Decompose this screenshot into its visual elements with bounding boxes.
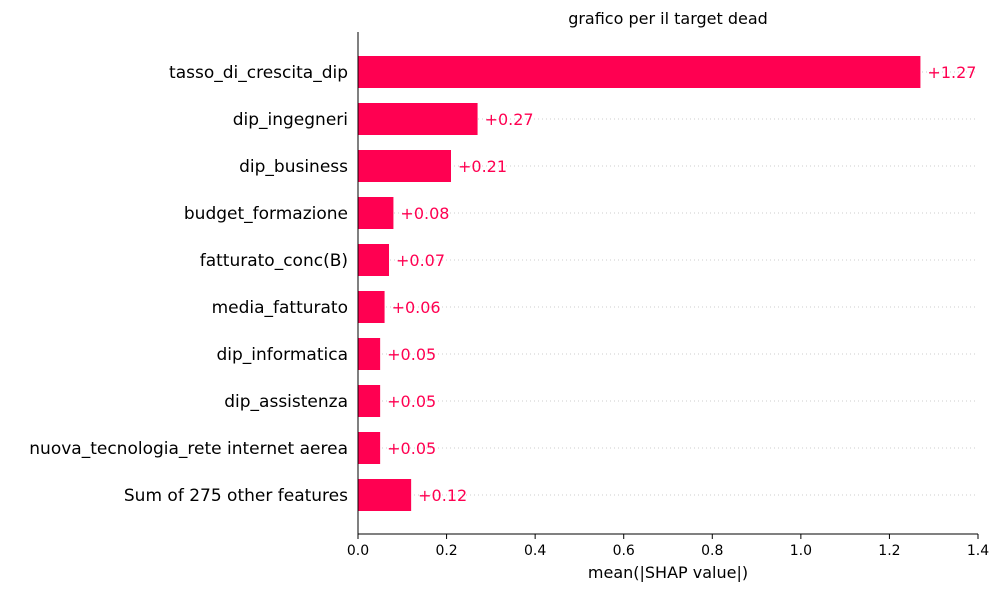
value-label: +0.05 — [387, 345, 436, 364]
value-label: +0.21 — [458, 157, 507, 176]
x-tick-label: 0.6 — [613, 543, 635, 559]
x-ticks: 0.0 0.2 0.4 0.6 0.8 1.0 1.2 1.4 — [347, 534, 989, 559]
value-label: +0.08 — [400, 204, 449, 223]
value-label: +0.07 — [396, 251, 445, 270]
x-tick-label: 1.2 — [878, 543, 900, 559]
bar — [358, 338, 381, 370]
grid-lines — [358, 71, 978, 496]
value-labels: +1.27 +0.27 +0.21 +0.08 +0.07 +0.06 +0.05 +0.05… — [387, 63, 976, 505]
x-tick-label: 1.4 — [967, 543, 989, 559]
value-label: +0.06 — [392, 298, 441, 317]
category-label: dip_ingegneri — [233, 110, 348, 130]
bar — [358, 244, 389, 276]
value-label: +0.27 — [485, 110, 534, 129]
bar — [358, 56, 921, 88]
x-axis-label: mean(|SHAP value|) — [588, 563, 748, 582]
x-tick-label: 1.0 — [790, 543, 812, 559]
x-tick-label: 0.4 — [524, 543, 546, 559]
bar — [358, 479, 412, 511]
bar — [358, 150, 451, 182]
value-label: +1.27 — [927, 63, 976, 82]
bar — [358, 197, 394, 229]
category-label: media_fatturato — [212, 298, 348, 318]
x-tick-label: 0.2 — [435, 543, 457, 559]
category-label: budget_formazione — [184, 204, 348, 224]
bar — [358, 385, 381, 417]
category-label: tasso_di_crescita_dip — [169, 63, 348, 83]
value-label: +0.05 — [387, 392, 436, 411]
bar — [358, 291, 385, 323]
bar — [358, 103, 478, 135]
x-tick-label: 0.0 — [347, 543, 369, 559]
category-label: nuova_tecnologia_rete internet aerea — [29, 439, 348, 459]
chart-title: grafico per il target dead — [568, 9, 768, 28]
category-labels: tasso_di_crescita_dip dip_ingegneri dip_bu… — [29, 63, 348, 506]
category-label: dip_assistenza — [224, 392, 348, 412]
x-tick-label: 0.8 — [701, 543, 723, 559]
category-label: dip_informatica — [216, 345, 348, 365]
category-label: fatturato_conc(B) — [200, 251, 348, 271]
bars — [358, 56, 921, 511]
value-label: +0.12 — [418, 486, 467, 505]
value-label: +0.05 — [387, 439, 436, 458]
category-label: Sum of 275 other features — [124, 486, 348, 506]
bar — [358, 432, 381, 464]
category-label: dip_business — [239, 157, 348, 177]
